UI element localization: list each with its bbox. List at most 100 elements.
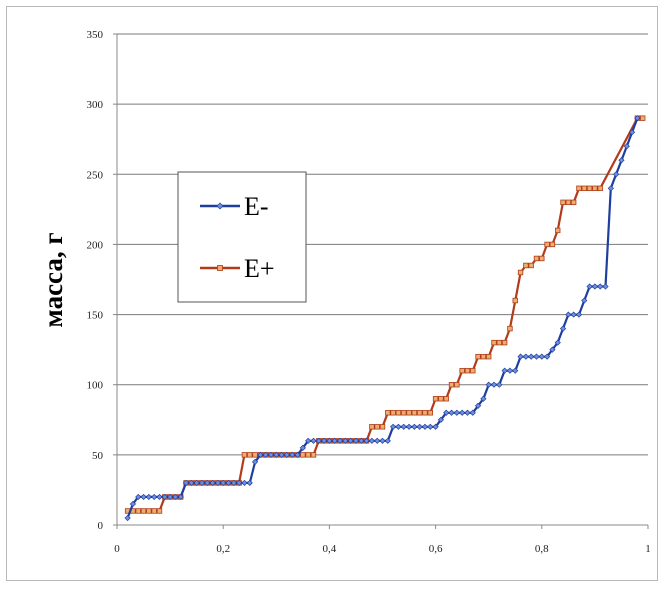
- data-point: [406, 410, 412, 416]
- data-point: [405, 423, 413, 430]
- data-point: [411, 423, 418, 430]
- data-point: [639, 115, 646, 121]
- legend-box: [177, 171, 307, 303]
- data-point: [549, 241, 556, 248]
- series-layer: [124, 115, 646, 522]
- data-point: [628, 129, 636, 136]
- data-point: [241, 452, 248, 458]
- data-point: [591, 283, 598, 290]
- data-point: [384, 437, 391, 444]
- data-point: [315, 437, 322, 444]
- data-point: [480, 353, 487, 360]
- data-point: [544, 353, 551, 360]
- data-point: [140, 493, 147, 501]
- data-point: [491, 339, 497, 346]
- data-point: [267, 451, 275, 458]
- data-point: [496, 339, 503, 346]
- data-point: [507, 325, 513, 332]
- x-tick-label: 0,4: [323, 543, 337, 555]
- y-tick-label: 300: [87, 99, 104, 111]
- data-point: [470, 367, 476, 374]
- data-point: [352, 437, 360, 444]
- data-point: [167, 493, 174, 501]
- data-point: [198, 479, 206, 487]
- data-point: [613, 171, 620, 178]
- y-tick-label: 200: [87, 239, 104, 251]
- data-point: [385, 410, 391, 416]
- data-point: [336, 437, 344, 444]
- data-point: [554, 339, 561, 346]
- data-point: [151, 493, 158, 501]
- x-tick-label: 1: [645, 543, 651, 555]
- data-point: [177, 493, 184, 501]
- data-point: [374, 424, 380, 430]
- data-point: [597, 185, 603, 192]
- data-point: [618, 157, 625, 164]
- data-point: [565, 311, 572, 318]
- data-point: [485, 353, 492, 360]
- y-axis-label: масса, г: [38, 232, 68, 327]
- data-point: [214, 479, 221, 487]
- data-point: [252, 452, 258, 458]
- data-point: [501, 367, 508, 374]
- data-point: [251, 458, 259, 465]
- data-point: [490, 381, 498, 388]
- data-point: [416, 410, 423, 416]
- data-point: [469, 409, 476, 416]
- data-point: [390, 410, 396, 416]
- y-tick-labels: 0 50 100 150 200 250 300 350: [87, 29, 117, 532]
- data-point: [438, 396, 444, 402]
- y-tick-label: 150: [87, 310, 104, 322]
- data-point: [283, 451, 291, 458]
- data-point: [560, 199, 566, 206]
- data-point: [464, 367, 471, 374]
- data-point: [453, 409, 460, 416]
- data-point: [161, 493, 168, 501]
- data-point: [522, 353, 529, 360]
- data-point: [538, 353, 545, 360]
- data-point: [400, 423, 407, 430]
- data-point: [209, 479, 216, 487]
- data-point: [597, 283, 604, 290]
- data-point: [480, 395, 487, 402]
- data-point: [140, 508, 147, 514]
- data-point: [607, 185, 614, 192]
- data-point: [193, 479, 200, 487]
- data-point: [586, 185, 593, 192]
- data-point: [454, 382, 460, 388]
- legend-swatch-marker: [216, 202, 224, 210]
- data-point: [427, 423, 434, 430]
- data-point: [320, 437, 328, 444]
- data-point: [501, 339, 508, 346]
- x-tick-labels: 0 0,2 0,4 0,6 0,8 1: [114, 525, 651, 555]
- data-point: [448, 409, 455, 416]
- data-point: [474, 402, 482, 409]
- data-point: [225, 479, 232, 487]
- data-point: [156, 508, 163, 514]
- y-tick-label: 250: [87, 169, 104, 181]
- data-point: [517, 353, 524, 360]
- data-point: [517, 269, 524, 276]
- data-point: [299, 444, 306, 451]
- data-point: [422, 410, 428, 416]
- data-point: [432, 423, 439, 430]
- y-tick-label: 100: [87, 380, 104, 392]
- data-point: [182, 479, 190, 487]
- data-point: [331, 437, 338, 444]
- data-point: [411, 410, 418, 416]
- legend-item: E+: [200, 254, 275, 283]
- y-tick-label: 0: [98, 520, 104, 532]
- data-point: [342, 437, 349, 444]
- data-point: [305, 452, 311, 458]
- x-tick-label: 0: [114, 543, 120, 555]
- data-point: [575, 311, 583, 318]
- legend-label: E-: [244, 192, 269, 221]
- data-point: [559, 325, 567, 332]
- data-point: [485, 381, 492, 388]
- data-point: [363, 437, 370, 444]
- data-point: [464, 409, 471, 416]
- data-point: [310, 437, 317, 444]
- data-point: [576, 185, 582, 192]
- data-point: [496, 381, 503, 388]
- data-point: [305, 437, 312, 444]
